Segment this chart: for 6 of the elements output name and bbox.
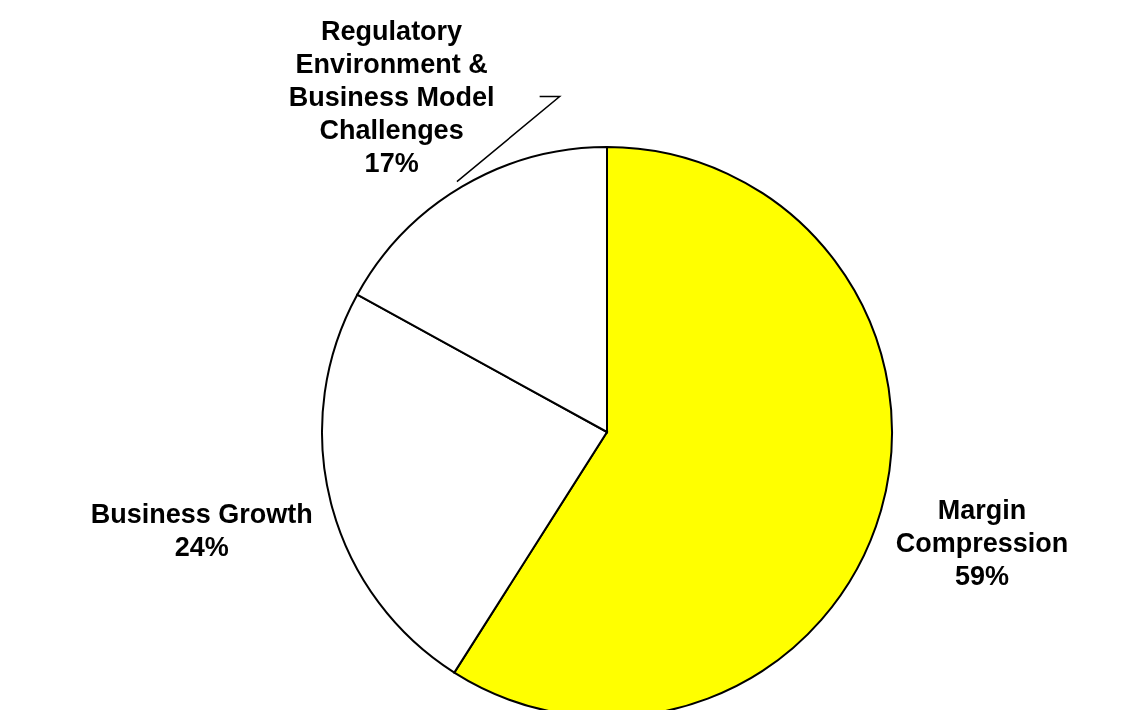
data-label: 59% xyxy=(954,561,1010,592)
data-label: 17% xyxy=(364,148,419,179)
data-label: 24% xyxy=(174,532,229,563)
slice-label: Regulatory Environment & Business Model Challenges xyxy=(288,16,495,146)
slice-label: Business Growth xyxy=(90,499,313,530)
slice-label: Margin Compression xyxy=(895,495,1069,559)
